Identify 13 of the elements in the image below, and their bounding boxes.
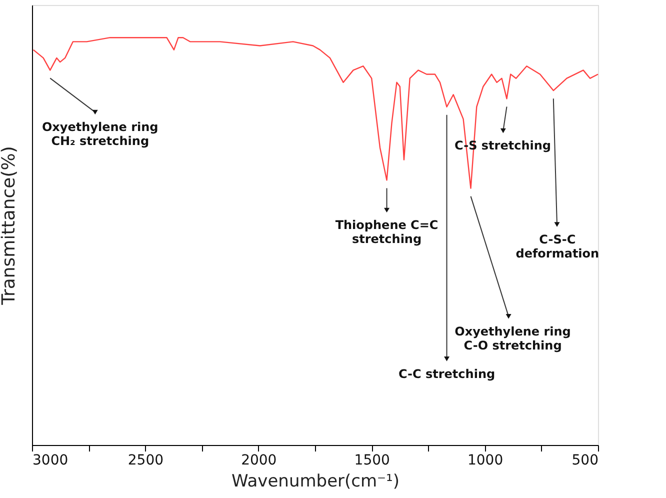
x-tick-label: 3000 (32, 452, 68, 468)
annotation: Oxyethylene ring CH₂ stretching (42, 120, 158, 148)
annotation: Thiophene C=C stretching (335, 218, 438, 246)
x-tick-label: 500 (572, 452, 598, 468)
x-tick-label: 1500 (354, 452, 390, 468)
x-tick-label: 2500 (128, 452, 164, 468)
x-axis-title: Wavenumber(cm⁻¹) (232, 472, 400, 492)
y-axis-title: Transmittance(%) (0, 146, 20, 306)
annotation: C-S-C deformation (516, 232, 600, 261)
annotation: Oxyethylene ring C-O stretching (454, 324, 571, 352)
x-tick-label: 1000 (467, 452, 504, 468)
annotation: C-C stretching (398, 366, 496, 381)
x-tick-label: 2000 (241, 452, 277, 468)
